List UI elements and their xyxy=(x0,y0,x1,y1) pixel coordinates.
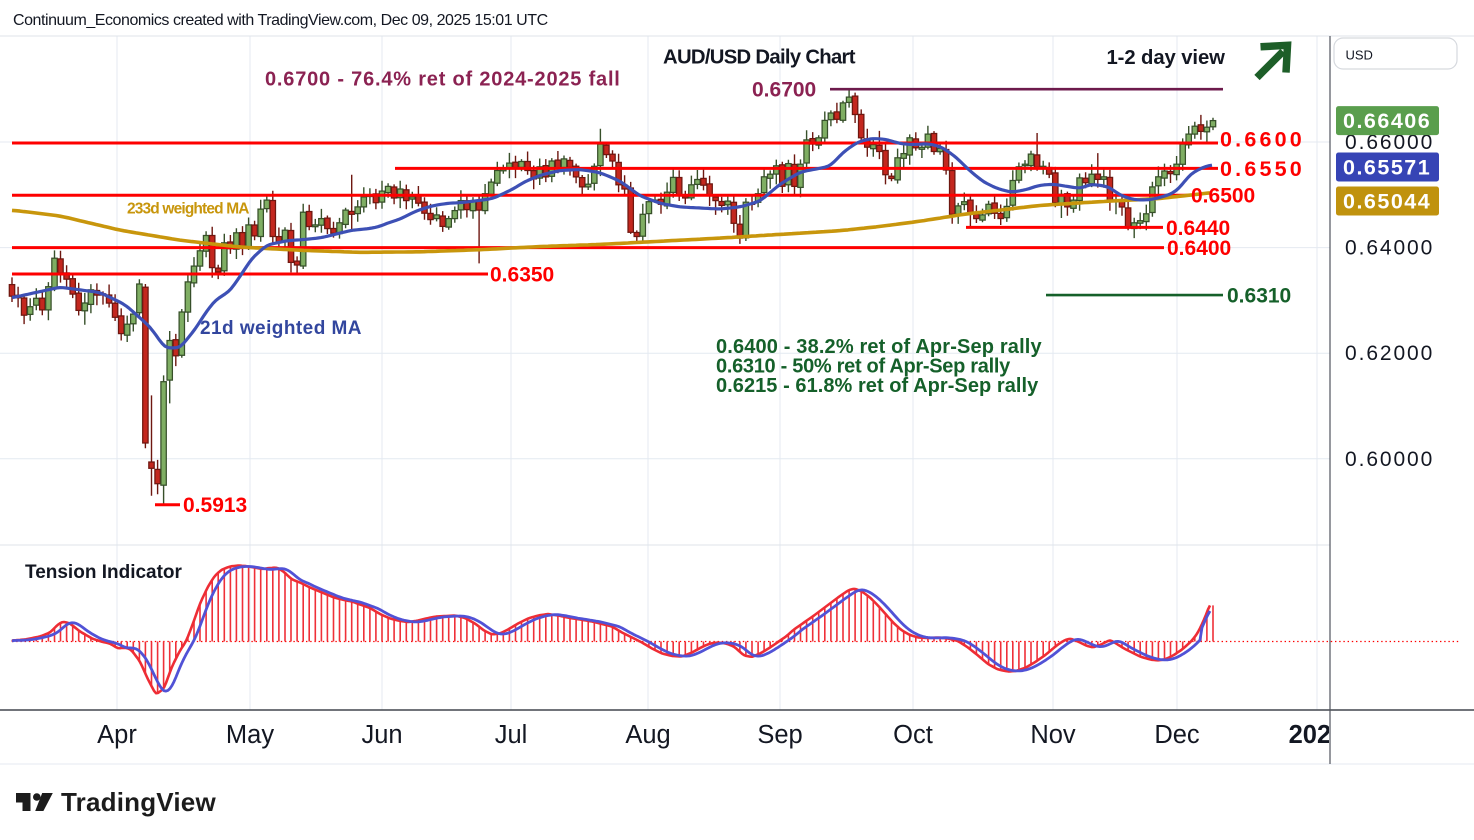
svg-text:0.62000: 0.62000 xyxy=(1345,342,1434,365)
svg-text:0.6310 - 50% ret of Apr-Sep ra: 0.6310 - 50% ret of Apr-Sep rally xyxy=(716,356,1011,378)
svg-text:0.66000: 0.66000 xyxy=(1345,131,1434,154)
svg-text:0.6400 - 38.2% ret of Apr-Sep: 0.6400 - 38.2% ret of Apr-Sep rally xyxy=(716,336,1042,358)
svg-text:0.6350: 0.6350 xyxy=(490,263,554,286)
svg-text:Continuum_Economics created wi: Continuum_Economics created with Trading… xyxy=(13,12,548,29)
svg-text:Sep: Sep xyxy=(757,721,802,749)
svg-text:0.6700 - 76.4% ret of 2024-202: 0.6700 - 76.4% ret of 2024-2025 fall xyxy=(265,69,621,91)
svg-text:Jun: Jun xyxy=(361,721,402,749)
svg-text:Aug: Aug xyxy=(625,721,670,749)
svg-text:Nov: Nov xyxy=(1030,721,1076,749)
svg-text:0.6700: 0.6700 xyxy=(752,79,816,102)
svg-text:0.60000: 0.60000 xyxy=(1345,448,1434,471)
svg-text:2026: 2026 xyxy=(1289,721,1346,749)
svg-text:Tension Indicator: Tension Indicator xyxy=(25,562,183,583)
svg-text:0.66406: 0.66406 xyxy=(1343,109,1431,133)
svg-text:0.6600: 0.6600 xyxy=(1220,128,1305,152)
svg-text:0.65044: 0.65044 xyxy=(1343,189,1431,213)
svg-text:Apr: Apr xyxy=(97,721,137,749)
svg-text:TradingView: TradingView xyxy=(61,787,216,817)
svg-text:0.6500: 0.6500 xyxy=(1191,185,1255,208)
svg-text:Oct: Oct xyxy=(893,721,933,749)
svg-text:USD: USD xyxy=(1346,48,1373,63)
svg-text:1-2 day view: 1-2 day view xyxy=(1107,47,1226,69)
svg-text:0.64000: 0.64000 xyxy=(1345,237,1434,260)
svg-text:Dec: Dec xyxy=(1154,721,1200,749)
svg-text:AUD/USD Daily Chart: AUD/USD Daily Chart xyxy=(663,47,856,69)
svg-text:233d weighted MA: 233d weighted MA xyxy=(127,201,249,218)
svg-text:0.6400: 0.6400 xyxy=(1167,237,1231,260)
svg-text:21d weighted MA: 21d weighted MA xyxy=(200,318,362,339)
svg-text:0.6310: 0.6310 xyxy=(1227,285,1291,308)
svg-text:0.6215 - 61.8% ret of Apr-Sep: 0.6215 - 61.8% ret of Apr-Sep rally xyxy=(716,375,1039,397)
svg-text:0.5913: 0.5913 xyxy=(183,494,247,517)
svg-text:0.6550: 0.6550 xyxy=(1220,157,1305,181)
svg-text:May: May xyxy=(226,721,274,749)
svg-text:Jul: Jul xyxy=(495,721,528,749)
svg-text:0.6440: 0.6440 xyxy=(1166,217,1230,240)
svg-text:0.65571: 0.65571 xyxy=(1343,155,1431,179)
